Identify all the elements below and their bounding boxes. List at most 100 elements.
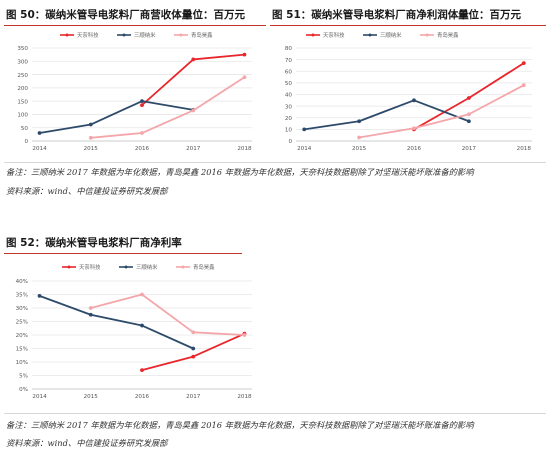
fig52-title: 图 52：碳纳米管导电浆料厂商净利率 [6, 237, 182, 249]
legend-marker [65, 33, 69, 37]
fig51-title: 图 51：碳纳米管导电浆料厂商净利润体量 [272, 9, 469, 21]
data-point [191, 330, 196, 335]
data-point [466, 96, 471, 100]
y-tick-label: 200 [17, 86, 28, 92]
fig50-title-rule [4, 25, 266, 26]
x-tick-label: 2014 [32, 146, 47, 152]
x-tick-label: 2017 [462, 146, 477, 152]
y-tick-label: 40 [285, 93, 293, 99]
y-tick-label: 5% [19, 374, 28, 380]
series-line [39, 295, 194, 350]
series-line [358, 84, 525, 139]
data-point [521, 83, 526, 88]
data-point [466, 112, 471, 117]
y-tick-label: 20 [285, 116, 293, 122]
data-point [88, 122, 93, 127]
y-tick-label: 10% [16, 360, 28, 366]
y-tick-label: 25% [16, 320, 28, 326]
bottom-notes-rule [4, 413, 546, 414]
y-tick-label: 80 [285, 46, 293, 52]
legend-marker [181, 265, 185, 269]
data-point [242, 333, 247, 337]
fig50-title: 图 50：碳纳米管导电浆料厂商营收体量 [6, 9, 193, 21]
fig51-title-rule [270, 25, 546, 26]
data-point [357, 135, 362, 140]
legend-label: 天奈科技 [323, 31, 345, 39]
fig50-unit: 单位：百万元 [182, 9, 245, 21]
legend-label: 青岛昊鑫 [193, 263, 215, 271]
fig51-unit: 单位：百万元 [458, 9, 521, 21]
legend-label: 青岛昊鑫 [191, 31, 213, 39]
legend-marker [67, 265, 71, 269]
y-tick-label: 30% [16, 306, 28, 312]
x-tick-label: 2017 [186, 394, 201, 400]
x-tick-label: 2014 [32, 394, 47, 400]
series-line [304, 99, 470, 131]
y-tick-label: 60 [285, 69, 293, 75]
y-tick-label: 0 [288, 139, 292, 145]
fig50-chart: 0 50 100 150 200 250 300 350 2014 2015 2016 2017 201… [17, 31, 252, 152]
x-tick-label: 2016 [407, 146, 422, 152]
data-point [140, 368, 144, 372]
bottom-remark-note: 备注：三顺纳米 2017 年数据为年化数据，青岛昊鑫 2016 年数据为年化数据… [6, 420, 474, 430]
y-tick-label: 50 [21, 126, 29, 132]
x-tick-label: 2018 [237, 394, 252, 400]
bottom-source-note: 资料来源：wind、中信建投证券研究发展部 [6, 438, 168, 448]
series-line [39, 100, 194, 134]
data-point [140, 99, 144, 104]
legend-marker [179, 33, 183, 37]
data-point [140, 292, 144, 297]
legend-marker [425, 33, 429, 37]
y-tick-label: 20% [16, 333, 28, 339]
data-point [37, 131, 42, 135]
data-point [191, 108, 196, 113]
top-source-note: 资料来源：wind、中信建投证券研究发展部 [6, 186, 168, 196]
series-line [141, 332, 245, 371]
legend-label: 青岛昊鑫 [437, 31, 459, 39]
legend-marker [122, 33, 126, 37]
y-tick-label: 350 [17, 46, 28, 52]
fig52-title-rule [4, 253, 242, 254]
data-point [357, 119, 362, 124]
y-tick-label: 10 [285, 128, 293, 134]
data-point [412, 126, 416, 131]
data-point [88, 312, 93, 317]
y-tick-label: 150 [17, 99, 28, 105]
y-tick-label: 30 [285, 104, 293, 110]
series-line [141, 53, 245, 106]
top-notes-rule [4, 162, 546, 163]
x-tick-label: 2015 [84, 394, 99, 400]
data-point [302, 127, 307, 132]
data-point [191, 354, 196, 359]
x-tick-label: 2015 [84, 146, 99, 152]
y-tick-label: 100 [17, 113, 28, 119]
data-point [88, 135, 93, 140]
legend-label: 三顺纳米 [134, 31, 156, 39]
legend-label: 天奈科技 [79, 263, 101, 271]
data-point [37, 293, 42, 298]
y-tick-label: 250 [17, 73, 28, 79]
x-tick-label: 2015 [352, 146, 367, 152]
data-point [521, 61, 526, 66]
data-point [140, 131, 144, 135]
y-tick-label: 40% [16, 279, 28, 285]
legend-label: 天奈科技 [77, 31, 99, 39]
top-remark-note: 备注：三顺纳米 2017 年数据为年化数据，青岛昊鑫 2016 年数据为年化数据… [6, 167, 474, 177]
legend-marker [368, 33, 372, 37]
series-line [90, 76, 245, 139]
y-tick-label: 0% [19, 387, 28, 393]
x-tick-label: 2017 [186, 146, 201, 152]
x-tick-label: 2016 [135, 146, 150, 152]
legend-label: 三顺纳米 [136, 263, 158, 271]
data-point [88, 306, 93, 310]
y-tick-label: 15% [16, 347, 28, 353]
fig52-chart: 0% 5% 10% 15% 20% 25% 30% 35% 40% 2014 2015 2016 201… [16, 263, 252, 400]
x-tick-label: 2016 [135, 394, 150, 400]
y-tick-label: 0 [24, 139, 28, 145]
data-point [191, 57, 196, 62]
data-point [191, 346, 196, 351]
data-point [242, 52, 247, 57]
x-tick-label: 2014 [297, 146, 312, 152]
series-line [90, 293, 245, 336]
data-point [466, 119, 471, 124]
